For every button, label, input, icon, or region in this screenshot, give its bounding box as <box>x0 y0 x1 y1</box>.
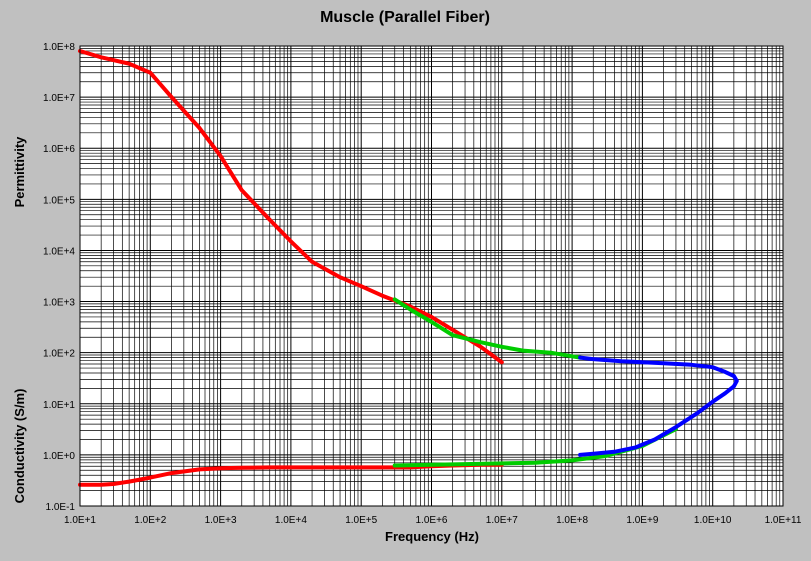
x-tick-label: 1.0E+5 <box>345 515 377 526</box>
x-tick-label: 1.0E+3 <box>205 515 237 526</box>
y-tick-label: 1.0E+2 <box>43 349 75 360</box>
grid-lines <box>79 46 783 507</box>
y-tick-label: 1.0E+6 <box>43 144 75 155</box>
y-tick-label: 1.0E+8 <box>43 42 75 53</box>
y-axis-title-lower: Conductivity (S/m) <box>12 389 27 504</box>
x-tick-label: 1.0E+4 <box>275 515 307 526</box>
data-series <box>78 49 739 487</box>
series-line-3 <box>392 297 583 360</box>
y-tick-label: 1.0E+1 <box>43 400 75 411</box>
x-tick-label: 1.0E+1 <box>64 515 96 526</box>
y-tick-labels: 1.0E-1 1.0E+0 1.0E+1 1.0E+2 1.0E+3 1.0E+4 1.0E… <box>43 42 75 513</box>
x-axis-title: Frequency (Hz) <box>385 529 479 544</box>
chart-title: Muscle (Parallel Fiber) <box>320 9 490 26</box>
x-tick-label: 1.0E+8 <box>556 515 588 526</box>
x-tick-label: 1.0E+2 <box>134 515 166 526</box>
y-tick-label: 1.0E+7 <box>43 93 75 104</box>
y-axis-title-upper: Permittivity <box>12 136 27 208</box>
series-line-1 <box>78 49 504 365</box>
x-tick-label: 1.0E+7 <box>486 515 518 526</box>
y-tick-label: 1.0E+3 <box>43 298 75 309</box>
y-tick-label: 1.0E+0 <box>43 451 75 462</box>
plot-border <box>79 45 784 507</box>
x-tick-label: 1.0E+9 <box>626 515 658 526</box>
x-tick-label: 1.0E+10 <box>694 515 732 526</box>
y-tick-label: 1.0E-1 <box>46 502 76 513</box>
x-tick-label: 1.0E+11 <box>765 515 802 526</box>
y-tick-label: 1.0E+4 <box>43 246 75 257</box>
x-tick-labels: 1.0E+1 1.0E+2 1.0E+3 1.0E+4 1.0E+5 1.0E+6 1.0E… <box>64 515 802 526</box>
x-tick-label: 1.0E+6 <box>416 515 448 526</box>
y-tick-label: 1.0E+5 <box>43 195 75 206</box>
series-line-5 <box>578 355 739 457</box>
